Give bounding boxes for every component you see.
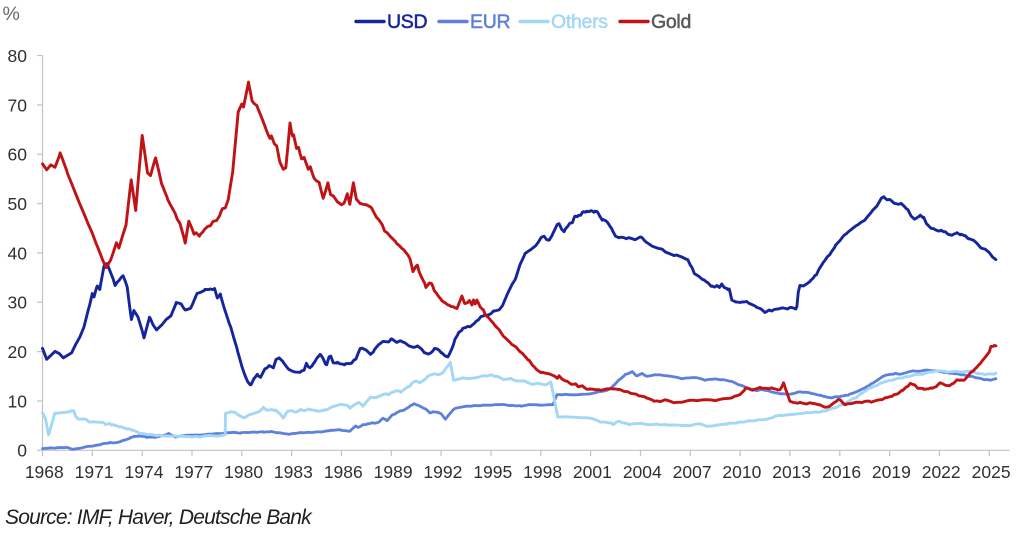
svg-text:2010: 2010 <box>722 462 761 482</box>
svg-text:%: % <box>3 3 20 25</box>
svg-text:60: 60 <box>8 145 28 165</box>
svg-text:1986: 1986 <box>324 462 363 482</box>
svg-text:10: 10 <box>8 391 28 411</box>
svg-text:1974: 1974 <box>125 462 164 482</box>
svg-text:USD: USD <box>387 11 427 33</box>
svg-text:1992: 1992 <box>423 462 462 482</box>
svg-text:1983: 1983 <box>274 462 313 482</box>
svg-text:1971: 1971 <box>75 462 114 482</box>
svg-text:1998: 1998 <box>523 462 562 482</box>
svg-text:EUR: EUR <box>470 11 510 33</box>
svg-text:2001: 2001 <box>573 462 612 482</box>
svg-text:0: 0 <box>17 441 27 461</box>
svg-text:1977: 1977 <box>174 462 213 482</box>
svg-text:Gold: Gold <box>651 11 691 33</box>
svg-text:2016: 2016 <box>822 462 861 482</box>
svg-text:1995: 1995 <box>473 462 512 482</box>
svg-text:1989: 1989 <box>374 462 413 482</box>
svg-text:Others: Others <box>551 11 608 33</box>
svg-text:2013: 2013 <box>772 462 811 482</box>
svg-text:2004: 2004 <box>623 462 662 482</box>
svg-text:50: 50 <box>8 194 28 214</box>
svg-text:Source: IMF, Haver, Deutsche B: Source: IMF, Haver, Deutsche Bank <box>5 506 313 529</box>
svg-text:40: 40 <box>8 243 28 263</box>
svg-text:1980: 1980 <box>224 462 263 482</box>
svg-text:80: 80 <box>8 46 28 66</box>
svg-text:2022: 2022 <box>922 462 961 482</box>
svg-text:30: 30 <box>8 293 28 313</box>
svg-text:2007: 2007 <box>673 462 712 482</box>
svg-text:70: 70 <box>8 95 28 115</box>
svg-text:20: 20 <box>8 342 28 362</box>
svg-text:2025: 2025 <box>972 462 1011 482</box>
svg-text:2019: 2019 <box>872 462 911 482</box>
svg-text:1968: 1968 <box>25 462 64 482</box>
